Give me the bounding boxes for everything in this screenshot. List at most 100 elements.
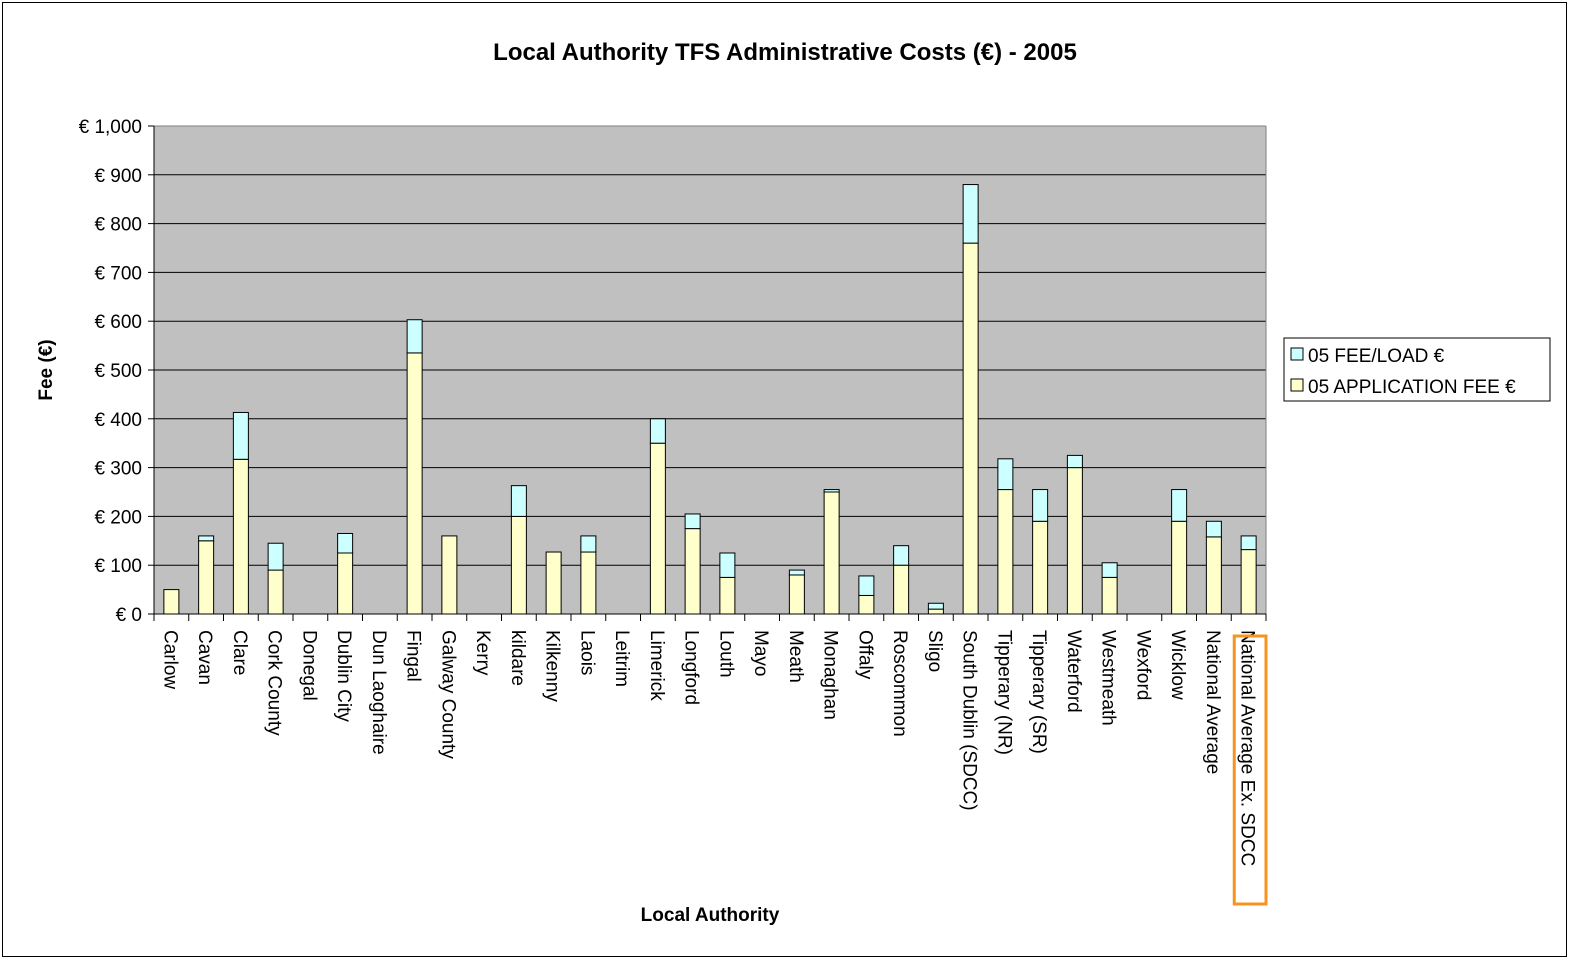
x-axis: Carlow Cavan Clare Cork County Donegal Dublin… — [153, 613, 1268, 906]
highlight-box — [1232, 634, 1268, 906]
bar-fee-load — [232, 411, 249, 460]
bar-application-fee — [858, 594, 875, 615]
bar-application-fee — [1101, 576, 1118, 615]
bar-application-fee — [1205, 536, 1222, 615]
x-category-label: Kerry — [472, 630, 493, 676]
x-category-label: Dublin City — [333, 630, 354, 722]
y-tick-label: € 400 — [94, 410, 142, 431]
legend: 05 FEE/LOAD € 05 APPLICATION FEE € — [1283, 337, 1551, 402]
bar-fee-load — [580, 535, 597, 553]
bar-fee-load — [893, 545, 910, 566]
x-category-label: Leitrim — [611, 630, 632, 687]
bar-fee-load — [1066, 454, 1083, 469]
x-category-label: National Average Ex. SDCC — [1237, 630, 1258, 866]
x-category-label: Louth — [715, 630, 736, 678]
bar-application-fee — [510, 515, 527, 615]
bar-fee-load — [1240, 535, 1257, 551]
x-category-label: Wexford — [1132, 630, 1153, 700]
bar-application-fee — [441, 535, 458, 615]
y-tick-label: € 600 — [94, 312, 142, 333]
x-category-label: Westmeath — [1098, 630, 1119, 726]
bar-fee-load — [198, 535, 215, 542]
bar-fee-load — [510, 485, 527, 517]
plot-area — [154, 125, 1267, 615]
bar-application-fee — [580, 551, 597, 615]
x-category-label: Fingal — [403, 630, 424, 682]
x-category-label: South Dublin (SDCC) — [959, 630, 980, 811]
legend-swatch-fee-load — [1290, 347, 1304, 361]
bar-fee-load — [1205, 520, 1222, 538]
bar-fee-load — [267, 542, 284, 571]
x-category-label: Offaly — [854, 630, 875, 680]
bar-application-fee — [232, 458, 249, 615]
x-category-label: Waterford — [1063, 630, 1084, 713]
bar-application-fee — [1171, 520, 1188, 615]
bar-fee-load — [788, 569, 805, 576]
x-category-label: Roscommon — [889, 630, 910, 737]
legend-box — [1283, 337, 1551, 402]
x-category-label: Wicklow — [1167, 630, 1188, 700]
chart-title: Local Authority TFS Administrative Costs… — [493, 39, 1077, 66]
x-category-label: National Average — [1202, 630, 1223, 774]
bar-application-fee — [406, 352, 423, 615]
bar-application-fee — [163, 589, 180, 615]
y-tick-label: € 0 — [116, 605, 142, 626]
bar-fee-load — [1101, 562, 1118, 578]
legend-label-application-fee: 05 APPLICATION FEE € — [1308, 377, 1516, 398]
legend-label-fee-load: 05 FEE/LOAD € — [1308, 346, 1445, 367]
x-category-label: Tipperary (NR) — [993, 630, 1014, 755]
bar-application-fee — [649, 442, 666, 615]
x-category-label: Limerick — [646, 630, 667, 701]
bar-application-fee — [962, 242, 979, 615]
y-axis: € 0 € 100 € 200 € 300 € 400 € 500 € 600 € 700 € … — [79, 117, 155, 626]
x-category-label: Galway County — [437, 630, 458, 759]
bar-fee-load — [649, 418, 666, 444]
bar-fee-load — [927, 602, 944, 610]
x-category-label: Kilkenny — [542, 630, 563, 702]
x-category-label: Meath — [785, 630, 806, 683]
bar-application-fee — [823, 491, 840, 615]
x-category-label: Cork County — [264, 630, 285, 736]
bar-fee-load — [1171, 489, 1188, 522]
x-category-label: Cavan — [194, 630, 215, 685]
legend-swatch-application-fee — [1290, 378, 1304, 392]
bar-fee-load — [337, 532, 354, 554]
bar-application-fee — [545, 551, 562, 615]
x-category-label: Tipperary (SR) — [1028, 630, 1049, 754]
bar-fee-load — [823, 489, 840, 493]
bar-fee-load — [997, 458, 1014, 491]
bar-application-fee — [893, 564, 910, 615]
x-category-label: Laois — [576, 630, 597, 675]
y-tick-label: € 500 — [94, 361, 142, 382]
bar-application-fee — [927, 608, 944, 615]
bar-fee-load — [962, 184, 979, 244]
x-category-label: Monaghan — [820, 630, 841, 720]
y-tick-label: € 1,000 — [79, 117, 142, 138]
y-tick-label: € 200 — [94, 507, 142, 528]
bar-application-fee — [267, 569, 284, 615]
bar-application-fee — [1240, 549, 1257, 615]
x-category-label: Longford — [681, 630, 702, 705]
y-tick-label: € 300 — [94, 459, 142, 480]
y-tick-label: € 800 — [94, 215, 142, 236]
y-tick-label: € 900 — [94, 166, 142, 187]
bar-fee-load — [719, 552, 736, 578]
x-category-label: Sligo — [924, 630, 945, 672]
bar-application-fee — [337, 552, 354, 615]
bar-application-fee — [788, 574, 805, 615]
y-tick-label: € 700 — [94, 263, 142, 284]
x-category-label: Dun Laoghaire — [368, 630, 389, 755]
bar-application-fee — [719, 576, 736, 615]
x-category-label: Carlow — [159, 630, 180, 689]
x-category-label: Clare — [229, 630, 250, 675]
bar-fee-load — [684, 513, 701, 530]
bar-application-fee — [1032, 520, 1049, 615]
bar-application-fee — [684, 528, 701, 615]
x-category-label: Donegal — [298, 630, 319, 701]
x-category-label: Mayo — [750, 630, 771, 676]
bar-application-fee — [997, 489, 1014, 615]
x-category-label: kildare — [507, 630, 528, 686]
y-axis-title: Fee (€) — [36, 339, 57, 400]
bar-fee-load — [1032, 489, 1049, 522]
